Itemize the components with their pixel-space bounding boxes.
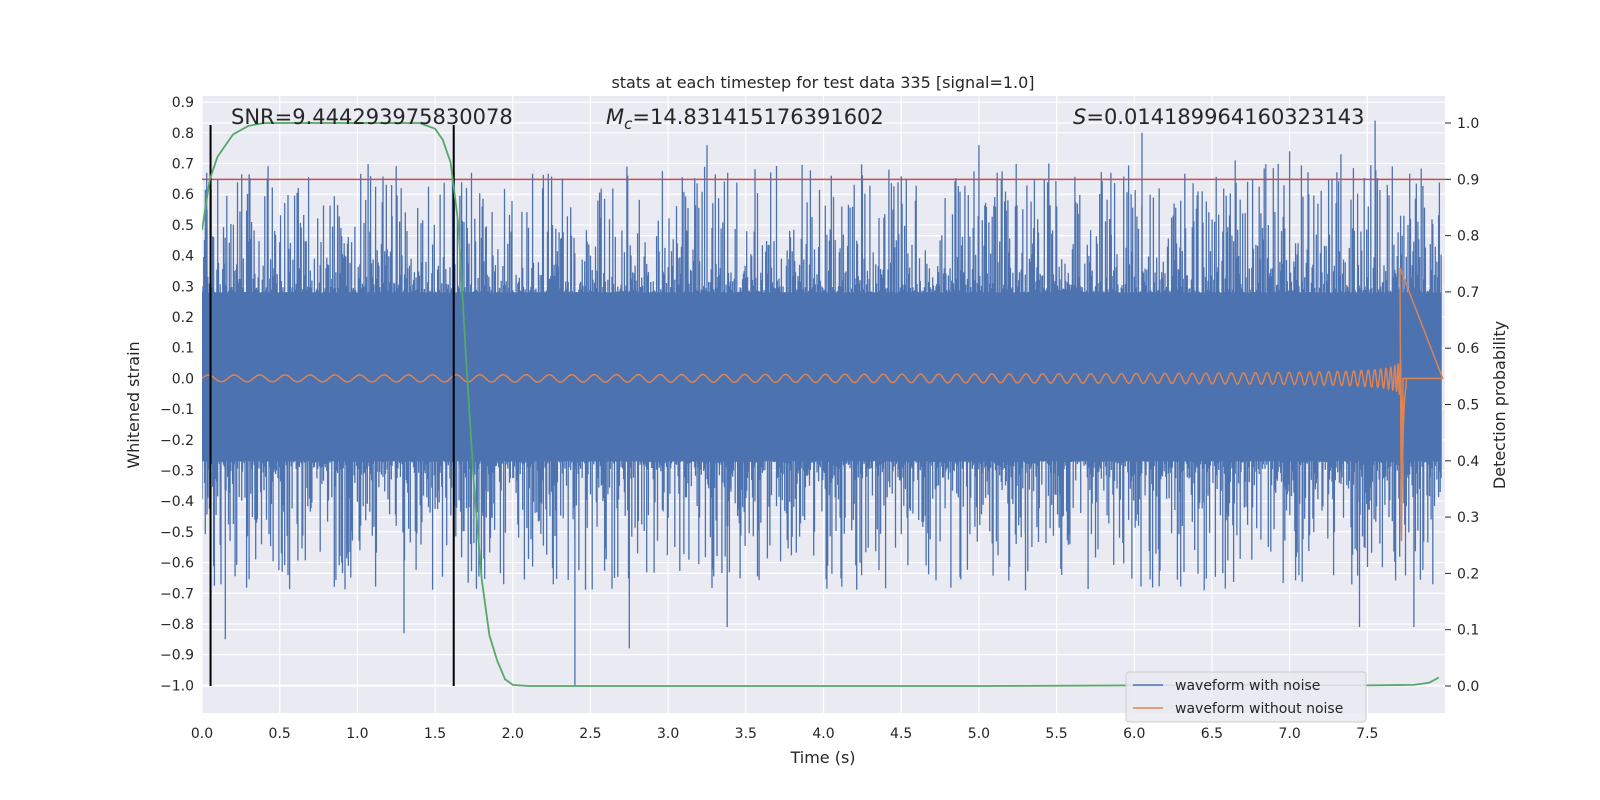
mc-value: =14.831415176391602 — [632, 105, 883, 129]
plot-area — [202, 120, 1445, 687]
y-tick-label: −0.7 — [160, 586, 194, 602]
mc-subscript: c — [624, 115, 633, 133]
mc-symbol: M — [606, 105, 624, 129]
y-tick-label: −0.9 — [160, 648, 194, 664]
chirp-mass-annotation: Mc=14.831415176391602 — [606, 105, 884, 133]
x-tick-label: 5.0 — [968, 726, 990, 742]
legend-label-clean: waveform without noise — [1175, 701, 1343, 717]
s-value: =0.014189964160323143 — [1086, 105, 1364, 129]
snr-annotation: SNR=9.444293975830078 — [231, 105, 513, 129]
x-tick-label: 0.0 — [191, 726, 213, 742]
x-tick-label: 1.0 — [346, 726, 368, 742]
y-tick-label: −0.6 — [160, 556, 194, 572]
y2-tick-label: 0.5 — [1457, 398, 1479, 414]
x-tick-label: 0.5 — [269, 726, 291, 742]
y-tick-label: 0.1 — [172, 341, 194, 357]
legend-box — [1125, 671, 1367, 723]
x-tick-label: 4.5 — [890, 726, 912, 742]
y2-tick-label: 0.9 — [1457, 172, 1479, 188]
x-tick-label: 2.0 — [502, 726, 524, 742]
y2-tick-label: 0.0 — [1457, 679, 1479, 695]
y2-axis-label: Detection probability — [1490, 321, 1509, 489]
y-tick-label: −0.1 — [160, 402, 194, 418]
series-detection-probability — [202, 122, 1440, 687]
s-annotation: S=0.014189964160323143 — [1073, 105, 1364, 129]
legend-label-noisy: waveform with noise — [1175, 678, 1320, 694]
y2-tick-label: 0.1 — [1457, 623, 1479, 639]
y2-tick-label: 0.7 — [1457, 285, 1479, 301]
y-tick-label: 0.3 — [172, 279, 194, 295]
y-tick-label: −0.5 — [160, 525, 194, 541]
y2-tick-label: 0.4 — [1457, 454, 1479, 470]
x-tick-label: 7.5 — [1356, 726, 1378, 742]
x-tick-label: 6.5 — [1201, 726, 1223, 742]
y-tick-label: 0.9 — [172, 95, 194, 111]
y-tick-label: −1.0 — [160, 678, 194, 694]
legend: waveform with noise waveform without noi… — [1125, 671, 1367, 723]
x-tick-label: 3.5 — [735, 726, 757, 742]
y-tick-label: −0.3 — [160, 463, 194, 479]
y-tick-label: 0.2 — [172, 310, 194, 326]
y-tick-label: 0.7 — [172, 157, 194, 173]
y-tick-label: −0.2 — [160, 433, 194, 449]
y-tick-label: 0.8 — [172, 126, 194, 142]
y2-tick-label: 0.6 — [1457, 341, 1479, 357]
y2-tick-label: 1.0 — [1457, 116, 1479, 132]
y-tick-label: 0.5 — [172, 218, 194, 234]
chart-title: stats at each timestep for test data 335… — [611, 73, 1034, 92]
y2-tick-label: 0.8 — [1457, 229, 1479, 245]
y2-tick-label: 0.3 — [1457, 510, 1479, 526]
y-tick-label: 0.0 — [172, 371, 194, 387]
s-symbol: S — [1073, 105, 1086, 129]
y-tick-label: −0.8 — [160, 617, 194, 633]
x-axis-label: Time (s) — [789, 748, 855, 767]
series-waveform-without-noise — [202, 267, 1444, 542]
x-tick-label: 7.0 — [1278, 726, 1300, 742]
y-tick-label: −0.4 — [160, 494, 194, 510]
ticks: 0.0 0.5 1.0 1.5 2.0 2.5 3.0 3.5 4.0 4.5 5.0 5.5 6.0 6… — [160, 95, 1479, 742]
x-tick-label: 3.0 — [657, 726, 679, 742]
y-tick-label: 0.4 — [172, 249, 194, 265]
series-waveform-with-noise — [202, 120, 1442, 686]
x-tick-label: 5.5 — [1045, 726, 1067, 742]
x-tick-label: 4.0 — [812, 726, 834, 742]
x-tick-label: 2.5 — [579, 726, 601, 742]
y-tick-label: 0.6 — [172, 187, 194, 203]
x-tick-label: 1.5 — [424, 726, 446, 742]
x-tick-label: 6.0 — [1123, 726, 1145, 742]
y2-tick-label: 0.2 — [1457, 566, 1479, 582]
y-axis-label: Whitened strain — [124, 341, 143, 468]
